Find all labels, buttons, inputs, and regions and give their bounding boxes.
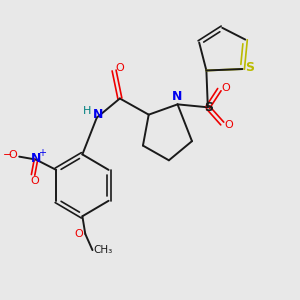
Text: O: O <box>74 229 83 239</box>
Text: H: H <box>83 106 92 116</box>
Text: O: O <box>30 176 39 186</box>
Text: O: O <box>116 63 124 73</box>
Text: N: N <box>31 152 41 165</box>
Text: O: O <box>8 150 17 161</box>
Text: N: N <box>92 108 103 121</box>
Text: N: N <box>172 90 183 103</box>
Text: O: O <box>224 120 233 130</box>
Text: −: − <box>2 150 12 161</box>
Text: O: O <box>221 83 230 93</box>
Text: CH₃: CH₃ <box>93 245 112 255</box>
Text: S: S <box>204 101 213 114</box>
Text: S: S <box>245 61 254 74</box>
Text: +: + <box>38 148 46 158</box>
